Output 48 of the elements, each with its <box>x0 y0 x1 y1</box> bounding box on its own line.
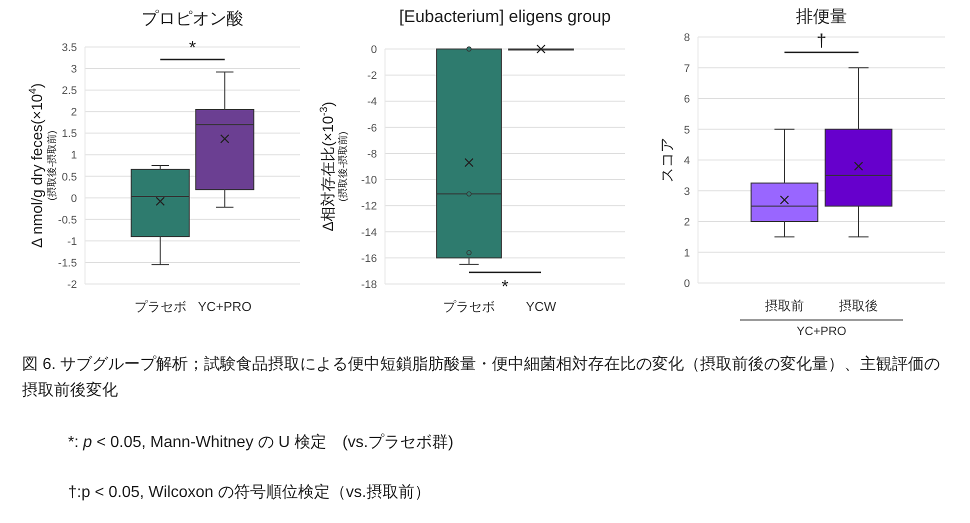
y-tick-label: 2.5 <box>62 85 77 98</box>
y-tick-label: -0.5 <box>58 214 77 226</box>
y-tick-label: 0 <box>70 192 77 205</box>
x-tick-label: YC+PRO <box>198 299 252 314</box>
y-tick-label: 3.5 <box>62 42 77 54</box>
y-tick-label: -14 <box>361 226 377 239</box>
y-tick-label: -16 <box>361 252 377 265</box>
y-tick-label: -2 <box>67 279 77 291</box>
x-tick-label: プラセボ <box>134 299 186 314</box>
y-tick-label: -12 <box>361 200 377 213</box>
y-tick-label: 3 <box>70 64 77 76</box>
y-tick-label: 1 <box>70 150 77 162</box>
y-tick-label: 7 <box>684 62 690 75</box>
caption: 図 6. サブグループ解析；試験食品摂取による便中短鎖脂肪酸量・便中細菌相対存在比の変化（摂取前後の変化量）、主観評価の摂取前後変化 <box>22 356 940 399</box>
y-tick-label: 1 <box>684 247 690 260</box>
x-tick-label: プラセボ <box>443 299 495 314</box>
y-tick-label: 3 <box>684 186 690 198</box>
y-tick-label: 1.5 <box>62 128 77 140</box>
y-tick-label: 8 <box>684 32 690 44</box>
chart-title: プロピオン酸 <box>142 9 244 28</box>
text: †:p < 0.05, Wilcoxon の符号順位検定（vs.摂取前） <box>68 484 430 501</box>
chart-title: 排便量 <box>796 7 847 26</box>
y-tick-label: -2 <box>367 70 377 82</box>
x-axis-title: YC+PRO <box>796 324 846 338</box>
y-axis-title: スコア <box>659 138 676 182</box>
chart-title: [Eubacterium] eligens group <box>399 7 611 26</box>
annotation: * <box>501 276 509 296</box>
y-tick-label: 5 <box>684 124 690 136</box>
y-tick-label: 4 <box>684 155 690 167</box>
x-tick-label: 摂取後 <box>839 298 878 313</box>
y-tick-label: 0.5 <box>62 171 77 184</box>
y-tick-label: 2 <box>70 106 77 119</box>
y-tick-label: -10 <box>361 174 377 187</box>
y-tick-label: -18 <box>361 279 377 291</box>
y-tick-label: -4 <box>367 96 377 108</box>
x-tick-label: 摂取前 <box>764 298 804 313</box>
y-tick-label: 0 <box>684 278 690 290</box>
y-tick-label: 6 <box>684 94 690 106</box>
text: *: p < 0.05, Mann-Whitney の U 検定 (vs.プラセボ群) <box>68 434 454 451</box>
y-tick-label: -6 <box>367 122 377 134</box>
annotation: * <box>188 37 196 58</box>
y-tick-label: -8 <box>367 148 377 160</box>
annotation: † <box>816 30 827 50</box>
y-tick-label: 2 <box>684 216 690 228</box>
y-tick-label: -1.5 <box>58 257 77 270</box>
x-tick-label: YCW <box>526 299 557 314</box>
y-tick-label: 0 <box>370 44 377 56</box>
y-tick-label: -1 <box>67 236 77 248</box>
